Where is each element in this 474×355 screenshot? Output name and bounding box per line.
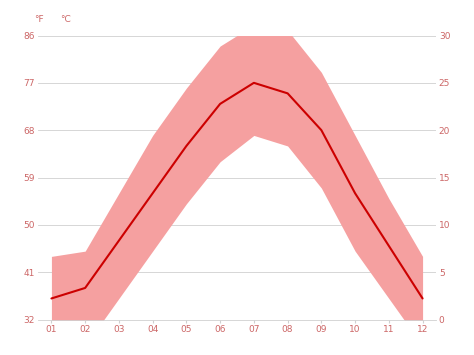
Text: °F: °F: [34, 15, 44, 24]
Text: °C: °C: [60, 15, 71, 24]
